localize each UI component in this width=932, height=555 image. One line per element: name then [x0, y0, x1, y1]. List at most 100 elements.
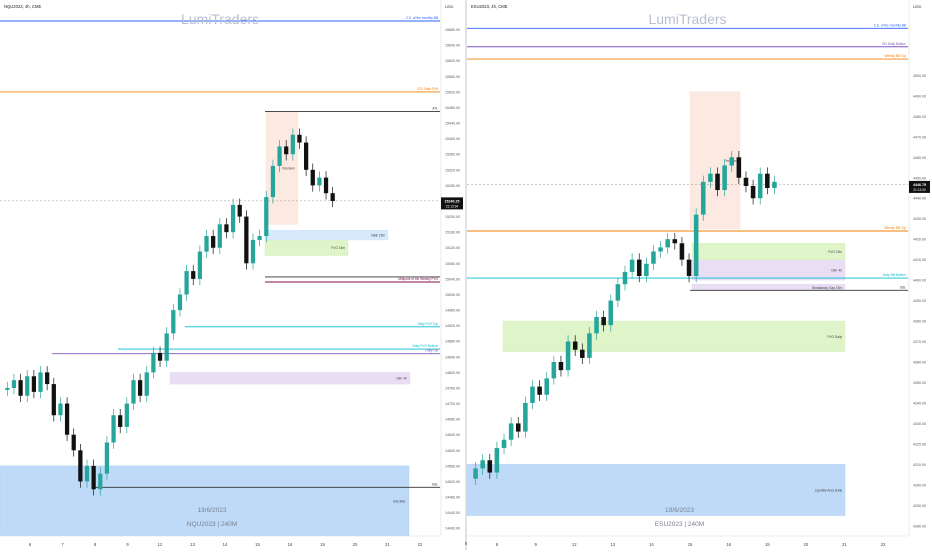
- candle-body[interactable]: [580, 349, 585, 358]
- candle-body[interactable]: [217, 224, 222, 248]
- candle-body[interactable]: [18, 380, 23, 396]
- candle-body[interactable]: [765, 173, 770, 188]
- candle-body[interactable]: [629, 259, 635, 272]
- candle-body[interactable]: [250, 239, 256, 264]
- candle-body[interactable]: [11, 380, 17, 388]
- candle-body[interactable]: [270, 165, 276, 198]
- candle-body[interactable]: [144, 372, 149, 396]
- candle-body[interactable]: [558, 362, 564, 371]
- candle-body[interactable]: [58, 403, 63, 416]
- candle-body[interactable]: [277, 146, 282, 166]
- zone-ob-4h[interactable]: [691, 259, 846, 281]
- candle-body[interactable]: [523, 402, 528, 432]
- candle-body[interactable]: [494, 447, 500, 473]
- candle-body[interactable]: [171, 310, 176, 334]
- candle-body[interactable]: [665, 239, 670, 248]
- candle-body[interactable]: [224, 224, 229, 233]
- candle-body[interactable]: [480, 460, 485, 469]
- candle-body[interactable]: [551, 362, 557, 379]
- candle-body[interactable]: [323, 177, 329, 194]
- candle-body[interactable]: [487, 460, 493, 473]
- candle-body[interactable]: [636, 259, 642, 277]
- candle-body[interactable]: [565, 341, 571, 371]
- candle-body[interactable]: [708, 173, 713, 182]
- candle-body[interactable]: [736, 157, 742, 178]
- candle-body[interactable]: [587, 333, 592, 358]
- candle-body[interactable]: [237, 204, 242, 217]
- candle-body[interactable]: [71, 434, 76, 451]
- candle-body[interactable]: [104, 442, 110, 474]
- x-axis[interactable]: [467, 536, 932, 550]
- candle-body[interactable]: [191, 271, 196, 279]
- candle-body[interactable]: [137, 380, 143, 396]
- candle-body[interactable]: [686, 259, 692, 277]
- panel-divider[interactable]: [464, 0, 467, 550]
- candle-body[interactable]: [729, 157, 735, 166]
- candle-body[interactable]: [264, 197, 269, 237]
- x-axis[interactable]: [0, 536, 465, 550]
- candle-body[interactable]: [757, 173, 763, 199]
- candle-body[interactable]: [701, 181, 706, 215]
- candle-body[interactable]: [501, 439, 507, 448]
- candle-body[interactable]: [722, 165, 727, 191]
- zone-ssl-bsl[interactable]: [0, 465, 410, 537]
- candle-body[interactable]: [290, 134, 295, 155]
- candle-body[interactable]: [204, 236, 209, 252]
- candle-body[interactable]: [157, 352, 163, 361]
- candle-body[interactable]: [515, 423, 521, 432]
- candle-body[interactable]: [197, 251, 203, 279]
- candle-body[interactable]: [84, 465, 90, 482]
- candle-body[interactable]: [537, 386, 542, 395]
- candle-body[interactable]: [31, 376, 37, 392]
- candle-body[interactable]: [743, 177, 749, 186]
- candle-body[interactable]: [38, 372, 43, 392]
- candle-body[interactable]: [530, 386, 535, 403]
- candle-body[interactable]: [303, 142, 309, 170]
- plot-background[interactable]: [0, 0, 440, 536]
- candle-body[interactable]: [693, 214, 699, 277]
- candle-body[interactable]: [508, 423, 514, 440]
- candle-body[interactable]: [184, 271, 189, 295]
- candle-body[interactable]: [118, 415, 123, 427]
- candle-body[interactable]: [651, 251, 656, 264]
- candle-body[interactable]: [310, 169, 315, 186]
- candle-body[interactable]: [5, 387, 10, 390]
- y-axis[interactable]: [909, 0, 932, 536]
- candle-body[interactable]: [230, 204, 236, 233]
- candle-body[interactable]: [177, 294, 183, 311]
- y-axis[interactable]: [441, 0, 465, 536]
- candle-body[interactable]: [64, 403, 70, 435]
- candle-body[interactable]: [601, 316, 606, 326]
- candle-body[interactable]: [91, 465, 96, 490]
- candle-body[interactable]: [284, 146, 289, 155]
- candle-body[interactable]: [615, 284, 621, 301]
- candle-body[interactable]: [78, 450, 83, 482]
- candle-body[interactable]: [679, 243, 685, 260]
- candle-body[interactable]: [658, 247, 663, 252]
- candle-body[interactable]: [124, 403, 129, 427]
- candle-body[interactable]: [244, 216, 249, 264]
- zone-fvg-15m[interactable]: [691, 243, 846, 260]
- candle-body[interactable]: [25, 376, 30, 396]
- candle-body[interactable]: [772, 181, 777, 188]
- candle-body[interactable]: [330, 193, 335, 201]
- zone-ob-4h[interactable]: [169, 372, 411, 385]
- candle-body[interactable]: [164, 333, 169, 361]
- candle-body[interactable]: [473, 468, 478, 479]
- zone-fvg-daily[interactable]: [502, 320, 846, 352]
- zone-liquidity-area-daily[interactable]: [466, 464, 846, 516]
- candle-body[interactable]: [544, 378, 549, 395]
- candle-body[interactable]: [151, 352, 156, 373]
- candle-body[interactable]: [257, 236, 262, 240]
- candle-body[interactable]: [297, 134, 302, 143]
- candle-body[interactable]: [98, 473, 103, 490]
- candle-body[interactable]: [51, 384, 56, 416]
- candle-body[interactable]: [715, 173, 720, 191]
- candle-body[interactable]: [45, 372, 50, 385]
- candle-body[interactable]: [211, 236, 216, 248]
- candle-body[interactable]: [622, 271, 628, 285]
- candle-body[interactable]: [750, 185, 756, 199]
- candle-body[interactable]: [608, 300, 614, 326]
- candle-body[interactable]: [317, 177, 322, 186]
